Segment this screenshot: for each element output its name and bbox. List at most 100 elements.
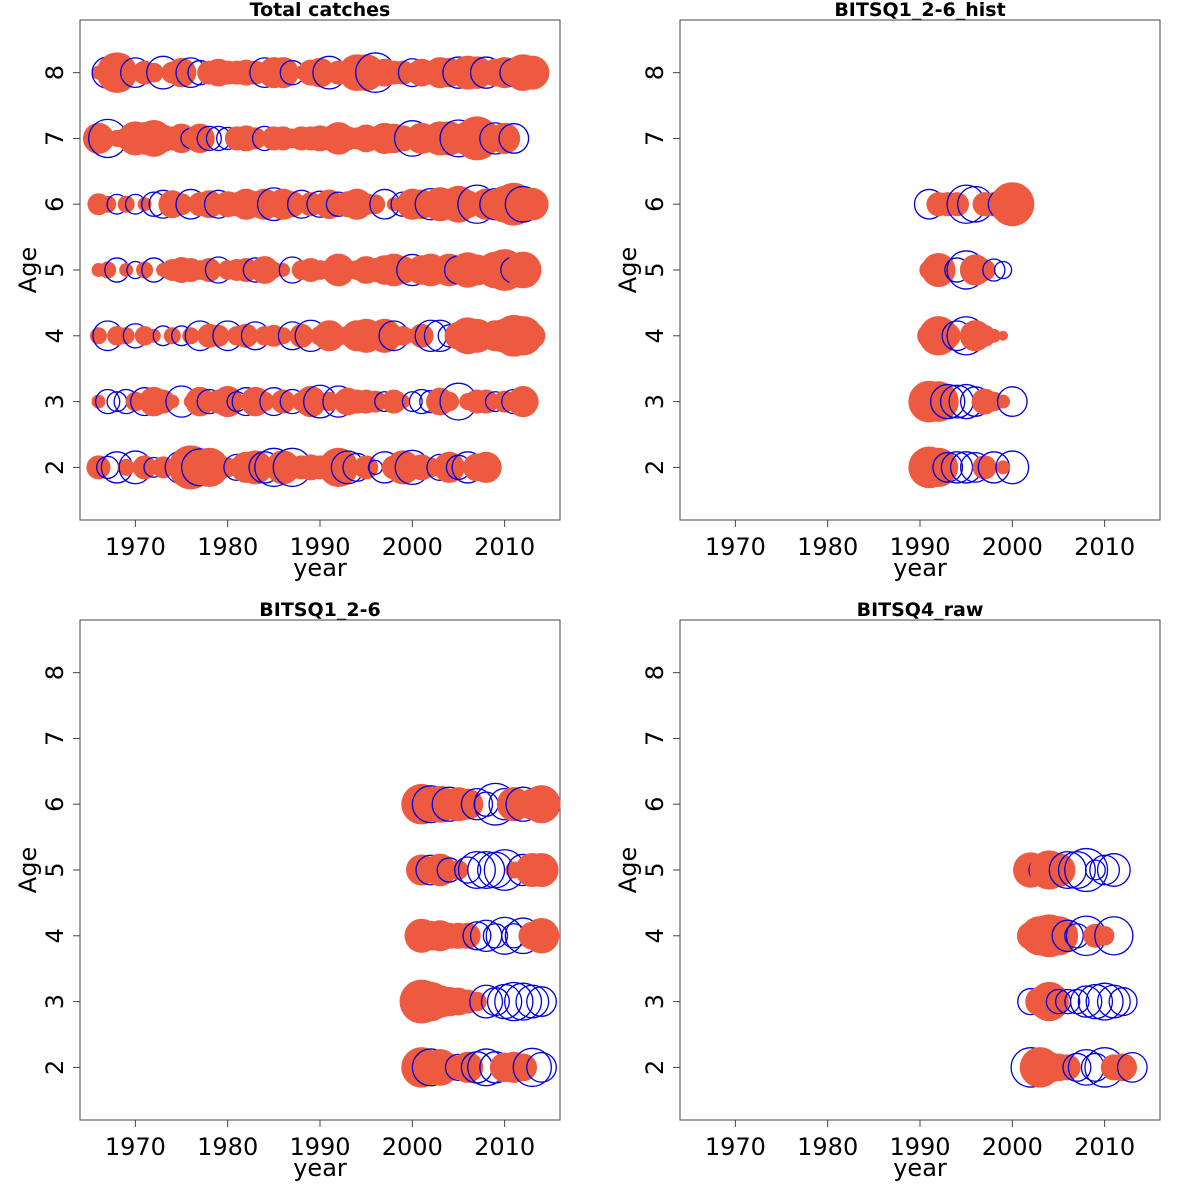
bubble-negative — [512, 1047, 553, 1088]
bubble-positive — [918, 447, 959, 488]
x-axis-label: year — [893, 554, 947, 582]
bubble-positive — [234, 323, 259, 348]
x-tick-label: 1980 — [797, 533, 858, 561]
bubble-positive — [185, 123, 215, 154]
bubble-negative — [1077, 983, 1114, 1020]
x-axis-label: year — [893, 1154, 947, 1182]
bubble-positive — [439, 391, 460, 412]
bubble-positive — [254, 391, 275, 412]
bubble-positive — [367, 318, 402, 353]
bubble-negative — [498, 123, 530, 154]
bubble-negative — [467, 850, 506, 890]
bubble-negative — [94, 388, 121, 415]
bubble-negative — [930, 383, 966, 420]
bubble-positive — [986, 328, 1001, 343]
bubble-negative — [1089, 854, 1121, 886]
bubble-positive — [454, 922, 481, 949]
bubble-negative — [1051, 919, 1084, 952]
bubble-positive — [195, 190, 224, 219]
y-tick-label: 5 — [41, 262, 69, 277]
y-axis-label: Age — [614, 247, 642, 293]
bubble-positive — [972, 455, 997, 480]
x-axis-ticks: 1970 1980 1990 2000 2010 — [705, 520, 1135, 561]
bubble-positive — [271, 389, 296, 414]
bubble-positive — [452, 788, 484, 820]
x-tick-label: 2000 — [382, 1133, 443, 1161]
bubble-negative — [932, 451, 964, 483]
y-tick-label: 4 — [641, 328, 669, 343]
bubble-negative — [1096, 984, 1131, 1019]
bubble-positive — [524, 852, 559, 888]
panel-bitsq1-2-6: BITSQ1_2-6 1970 1980 1990 2000 2010 2345678 … — [14, 599, 561, 1182]
bubble-positive — [365, 194, 386, 215]
bubble-positive — [267, 57, 299, 89]
panel-bitsq4-raw: BITSQ4_raw 1970 1980 1990 2000 2010 2345678 … — [614, 599, 1161, 1182]
x-axis-ticks: 1970 1980 1990 2000 2010 — [105, 520, 535, 561]
y-axis-label: Age — [14, 847, 42, 893]
bubble-positive — [86, 455, 111, 480]
bubble-positive — [409, 323, 434, 348]
x-tick-label: 2010 — [1074, 1133, 1135, 1161]
x-tick-label: 2000 — [982, 533, 1043, 561]
x-tick-label: 1990 — [889, 1133, 950, 1161]
bubble-negative — [526, 1051, 557, 1083]
bubble-positive — [990, 182, 1035, 227]
y-axis-ticks: 2 3 4 5 6 7 8 — [41, 65, 80, 475]
panel-total-catches: Total catches 1970 1980 1990 2000 2010 2 3 4 5 6… — [14, 0, 561, 582]
bubble-negative — [504, 982, 543, 1021]
bubble-negative — [982, 258, 1006, 282]
bubble-negative — [460, 788, 494, 821]
y-tick-label: 4 — [41, 328, 69, 343]
bubble-negative — [1069, 985, 1103, 1018]
bubble-positive — [295, 386, 327, 418]
bubble-positive — [996, 394, 1011, 409]
bubble-negative — [494, 981, 534, 1022]
bubble-positive — [207, 324, 230, 347]
panel-title: Total catches — [250, 0, 391, 21]
bubble-positive — [91, 394, 106, 409]
bubble-positive — [144, 62, 164, 83]
bubble-negative — [1108, 987, 1138, 1017]
y-tick-label: 4 — [641, 928, 669, 943]
bubble-positive — [944, 192, 969, 217]
panel-bitsq1-2-6-hist: BITSQ1_2-6_hist 1970 1980 1990 2000 2010 2 3 4… — [614, 0, 1161, 582]
bubble-positive — [523, 918, 560, 954]
y-tick-label: 4 — [41, 928, 69, 943]
x-tick-label: 1970 — [705, 1133, 766, 1161]
bubble-layer — [908, 182, 1035, 489]
y-tick-label: 7 — [641, 131, 669, 146]
bubble-positive — [1109, 1053, 1137, 1082]
bubble-negative — [1062, 1052, 1092, 1082]
bubble-positive — [996, 460, 1011, 475]
bubble-negative — [485, 916, 524, 955]
y-tick-label: 2 — [641, 1060, 669, 1075]
y-tick-label: 3 — [641, 394, 669, 409]
bubble-positive — [119, 263, 134, 277]
bubble-layer — [1010, 847, 1148, 1088]
x-tick-label: 2000 — [982, 1133, 1043, 1161]
bubble-positive — [354, 455, 379, 480]
bubble-positive — [1029, 981, 1069, 1022]
bubble-positive — [423, 853, 457, 887]
bubble-positive — [276, 263, 291, 277]
bubble-positive — [921, 252, 956, 288]
x-tick-label: 1980 — [197, 1133, 258, 1161]
x-tick-label: 2010 — [474, 1133, 535, 1161]
y-tick-label: 3 — [41, 994, 69, 1009]
x-axis-label: year — [293, 554, 347, 582]
y-tick-label: 7 — [41, 131, 69, 146]
bubble-negative — [462, 921, 492, 951]
y-tick-label: 5 — [641, 862, 669, 877]
x-tick-label: 2000 — [382, 533, 443, 561]
bubble-positive — [165, 394, 180, 409]
bubble-positive — [973, 259, 996, 281]
bubble-negative — [454, 856, 482, 884]
y-tick-label: 8 — [641, 665, 669, 680]
bubble-positive — [289, 323, 314, 348]
bubble-negative — [993, 260, 1013, 280]
bubble-positive — [1038, 916, 1079, 956]
bubble-negative — [1064, 847, 1109, 893]
bubble-positive — [197, 257, 222, 283]
bubble-negative — [515, 984, 550, 1019]
